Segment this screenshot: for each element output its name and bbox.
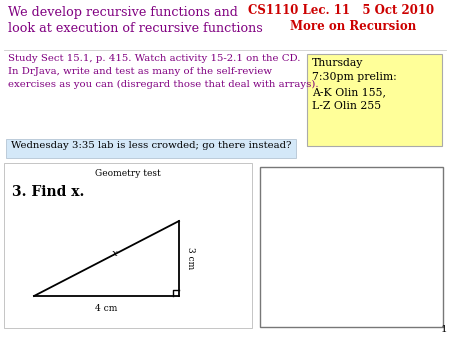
Bar — [4, 163, 252, 328]
Bar — [6, 139, 296, 158]
Text: In DrJava, write and test as many of the self-review: In DrJava, write and test as many of the… — [8, 67, 272, 76]
Text: Thursday
7:30pm prelim:
A-K Olin 155,
L-Z Olin 255: Thursday 7:30pm prelim: A-K Olin 155, L-… — [312, 58, 397, 111]
Text: look at execution of recursive functions: look at execution of recursive functions — [8, 22, 263, 35]
Text: x: x — [112, 249, 117, 258]
Text: More on Recursion: More on Recursion — [290, 20, 416, 33]
Text: 3. Find x.: 3. Find x. — [12, 185, 85, 199]
Bar — [307, 54, 442, 146]
Text: Geometry test: Geometry test — [95, 169, 161, 178]
Bar — [260, 167, 443, 327]
Text: Study Sect 15.1, p. 415. Watch activity 15-2.1 on the CD.: Study Sect 15.1, p. 415. Watch activity … — [8, 54, 301, 63]
Text: 3 cm: 3 cm — [185, 247, 194, 270]
Text: exercises as you can (disregard those that deal with arrays).: exercises as you can (disregard those th… — [8, 80, 319, 89]
Text: Wednesday 3:35 lab is less crowded; go there instead?: Wednesday 3:35 lab is less crowded; go t… — [11, 141, 292, 150]
Text: 4 cm: 4 cm — [95, 304, 118, 313]
Text: 1: 1 — [441, 325, 447, 334]
Text: CS1110 Lec. 11   5 Oct 2010: CS1110 Lec. 11 5 Oct 2010 — [248, 4, 434, 17]
Text: We develop recursive functions and: We develop recursive functions and — [8, 6, 238, 19]
